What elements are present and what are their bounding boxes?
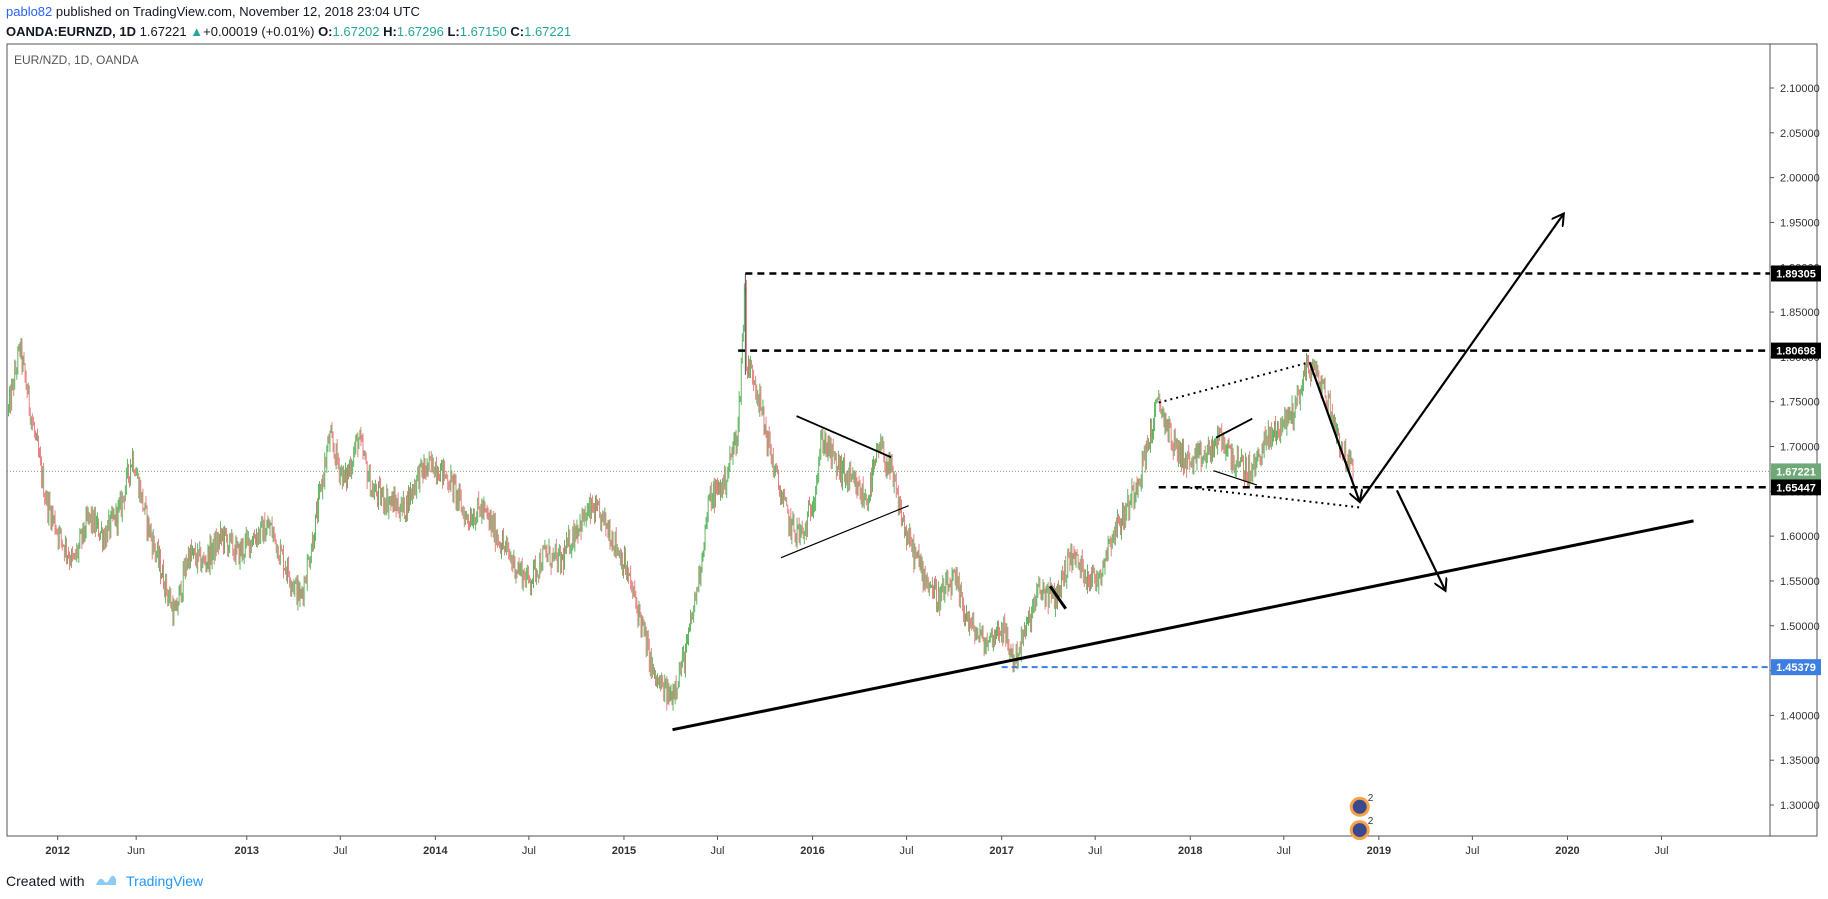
level-price-label-bg <box>1771 265 1821 282</box>
symbol-label: OANDA:EURNZD, 1D <box>6 24 136 39</box>
time-tick-label: Jul <box>900 845 914 857</box>
trendline-projection-down[interactable] <box>1308 361 1360 502</box>
chart-title: EUR/NZD, 1D, OANDA <box>14 53 139 67</box>
drawings-layer[interactable] <box>672 213 1694 732</box>
trendline-wedge-upper[interactable] <box>1158 361 1310 404</box>
time-axis[interactable]: 2012 Jun 2013 Jul 2014 Jul 2015 Jul 2016 Jul 2017 J… <box>45 836 1669 857</box>
trendline-flag-lower[interactable] <box>1213 470 1258 486</box>
time-tick-label: Jun <box>127 845 145 857</box>
trendline-triangle-lower[interactable] <box>780 505 909 559</box>
created-with-text: Created with <box>6 873 85 889</box>
chart-header: pablo82 published on TradingView.com, No… <box>6 2 571 42</box>
last-price-label-bg <box>1771 463 1821 480</box>
price-chart[interactable]: EUR/NZD, 1D, OANDA 2.10000 2.05000 2.00000… <box>0 0 1828 870</box>
chart-frame <box>6 43 1818 837</box>
time-tick-label: 2020 <box>1555 845 1579 857</box>
level-price-label-bg <box>1771 659 1821 676</box>
last-price-label: 1.67221 <box>1776 466 1816 478</box>
up-arrow-icon: ▲ <box>190 24 204 39</box>
price-axis[interactable]: 2.100002.050002.000001.950001.900001.850… <box>1770 83 1821 812</box>
time-tick-label: Jul <box>710 845 724 857</box>
trendline-small-drop[interactable] <box>1048 585 1067 610</box>
publish-info: pablo82 published on TradingView.com, No… <box>6 2 571 22</box>
levels-layer <box>7 272 1770 669</box>
price-tick-label: 1.95000 <box>1780 217 1820 229</box>
level-price-label: 1.65447 <box>1776 482 1816 494</box>
trendline-triangle-upper[interactable] <box>796 415 892 459</box>
last-price: 1.67221 <box>139 24 187 39</box>
price-tick-label: 1.85000 <box>1780 307 1820 319</box>
time-tick-label: Jul <box>1277 845 1291 857</box>
level-price-label: 1.45379 <box>1776 662 1816 674</box>
publish-text: published on TradingView.com, November 1… <box>55 4 420 19</box>
level-price-label-bg <box>1771 479 1821 496</box>
low-value: 1.67150 <box>459 24 507 39</box>
price-tick-label: 1.30000 <box>1780 800 1820 812</box>
price-tick-label: 2.00000 <box>1780 173 1820 185</box>
trendline-alt-projection-down[interactable] <box>1395 489 1446 590</box>
events-layer[interactable]: 22 <box>1349 793 1374 841</box>
tradingview-logo-icon <box>94 873 118 891</box>
price-tick-label: 1.50000 <box>1780 621 1820 633</box>
trendline-wedge-lower[interactable] <box>1190 486 1360 509</box>
price-tick-label: 1.35000 <box>1780 755 1820 767</box>
time-tick-label: 2019 <box>1367 845 1391 857</box>
trendline-long-term-support[interactable] <box>672 519 1694 732</box>
level-price-label-bg <box>1771 342 1821 359</box>
event-marker-count: 2 <box>1368 793 1374 804</box>
time-tick-label: Jul <box>1654 845 1668 857</box>
level-price-label: 1.80698 <box>1776 346 1816 358</box>
price-tick-label: 1.75000 <box>1780 397 1820 409</box>
event-marker-flag <box>1352 823 1367 838</box>
price-tick-label: 1.55000 <box>1780 576 1820 588</box>
level-price-label: 1.89305 <box>1776 268 1816 280</box>
time-tick-label: 2013 <box>235 845 259 857</box>
candles-layer <box>8 273 1354 711</box>
close-value: 1.67221 <box>524 24 572 39</box>
time-tick-label: Jul <box>333 845 347 857</box>
event-marker-count: 2 <box>1368 816 1374 827</box>
price-tick-label: 2.05000 <box>1780 128 1820 140</box>
time-tick-label: 2016 <box>800 845 824 857</box>
time-tick-label: 2015 <box>612 845 636 857</box>
open-label: O: <box>318 24 333 39</box>
time-tick-label: 2017 <box>989 845 1013 857</box>
high-label: H: <box>383 24 397 39</box>
time-tick-label: Jul <box>1088 845 1102 857</box>
time-tick-label: Jul <box>1465 845 1479 857</box>
time-tick-label: 2014 <box>423 845 448 857</box>
time-tick-label: 2018 <box>1178 845 1202 857</box>
trendline-flag-upper[interactable] <box>1215 417 1253 439</box>
tradingview-link[interactable]: TradingView <box>126 873 204 889</box>
price-tick-label: 1.60000 <box>1780 531 1820 543</box>
price-tick-label: 2.10000 <box>1780 83 1820 95</box>
author-link[interactable]: pablo82 <box>6 4 53 19</box>
trendline-projection-up[interactable] <box>1358 213 1564 503</box>
price-tick-label: 1.70000 <box>1780 442 1820 454</box>
open-value: 1.67202 <box>332 24 380 39</box>
symbol-info: OANDA:EURNZD, 1D 1.67221 ▲+0.00019 (+0.0… <box>6 22 571 42</box>
event-marker-flag <box>1352 799 1367 814</box>
high-value: 1.67296 <box>396 24 444 39</box>
price-tick-label: 1.40000 <box>1780 710 1820 722</box>
close-label: C: <box>510 24 525 39</box>
low-label: L: <box>447 24 460 39</box>
footer: Created with TradingView <box>6 872 203 891</box>
time-tick-label: Jul <box>522 845 536 857</box>
price-change: +0.00019 (+0.01%) <box>203 24 315 39</box>
time-tick-label: 2012 <box>45 845 69 857</box>
